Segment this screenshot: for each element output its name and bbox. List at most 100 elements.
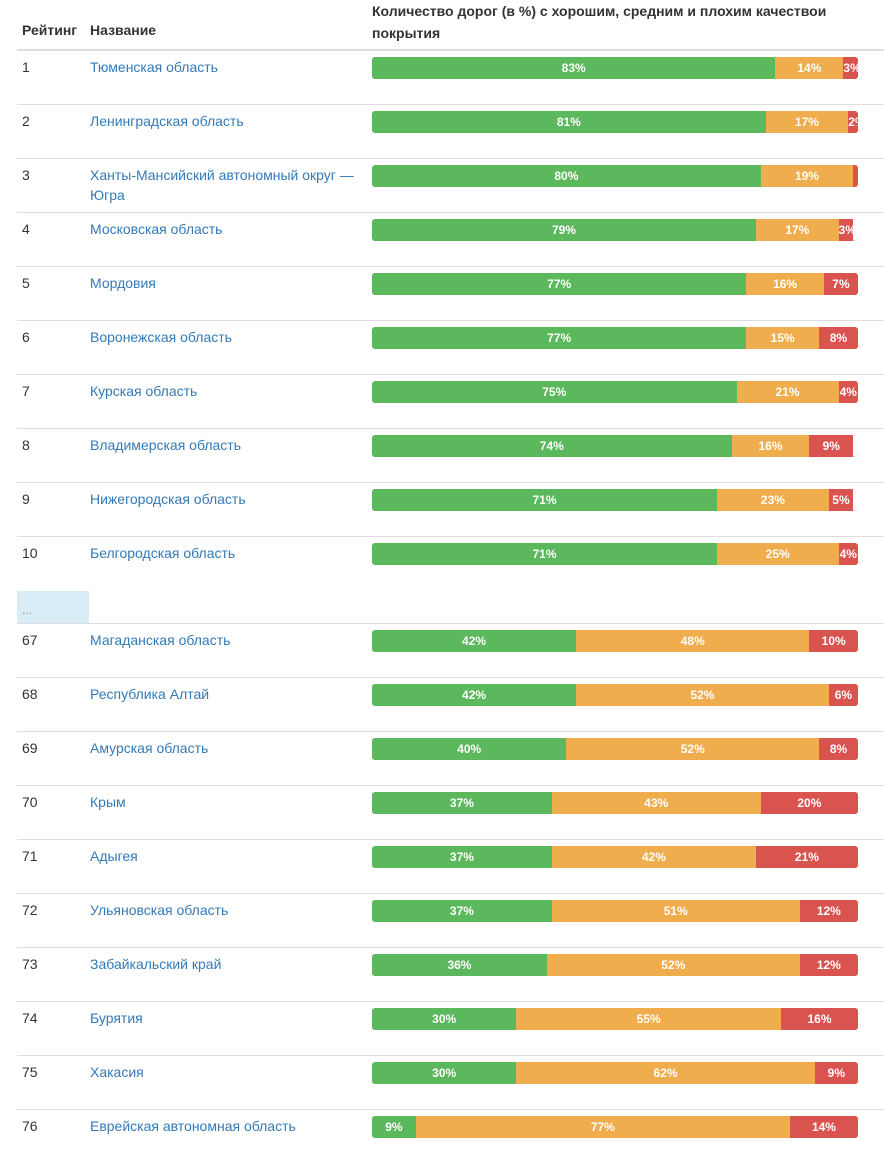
region-link[interactable]: Ленинградская область <box>90 112 244 129</box>
region-link[interactable]: Республика Алтай <box>90 686 210 702</box>
quality-bar: 37% 43% 20% <box>372 792 858 814</box>
table-row: 10 Белгородская область 71% 25% 4% <box>17 535 884 590</box>
name-cell: Курская область <box>85 373 367 428</box>
table-row: 71 Адыгея 37% 42% 21% <box>17 839 884 894</box>
bar-cell: 74% 16% 9% <box>367 427 884 482</box>
header-rank[interactable]: Рейтинг <box>17 0 85 51</box>
bar-segment-bad: 7% <box>823 272 858 295</box>
region-link[interactable]: Бурятия <box>90 1010 143 1026</box>
name-cell: Амурская область <box>85 731 367 786</box>
bar-segment-good: 77% <box>372 272 747 295</box>
bar-segment-bad: 14% <box>789 1116 858 1138</box>
region-link[interactable]: Еврейская автономная область <box>90 1118 296 1134</box>
region-link[interactable]: Владимерская область <box>90 436 242 453</box>
road-quality-table: Рейтинг Название Количество дорог (в %) … <box>17 0 884 1164</box>
name-cell: Забайкальский край <box>85 947 367 1002</box>
gap-row: ... <box>17 590 884 624</box>
region-link[interactable]: Нижегородская область <box>90 490 246 507</box>
bar-segment-good: 83% <box>372 57 776 79</box>
bar-segment-good: 37% <box>372 792 552 814</box>
region-link[interactable]: Амурская область <box>90 740 209 756</box>
bar-cell: 42% 48% 10% <box>367 623 884 678</box>
table-row: 1 Тюменская область 83%14%3% <box>17 49 884 104</box>
bar-cell: 9% 77% 14% <box>367 1109 884 1164</box>
table-row: 2 Ленинградская область 81%17%2% <box>17 103 884 158</box>
rank-cell: 1 <box>17 49 85 104</box>
quality-bar: 42% 52% 6% <box>372 684 858 706</box>
rank-cell: 2 <box>17 103 85 158</box>
bar-segment-bad: 2% <box>848 110 858 133</box>
quality-bar: 83%14%3% <box>372 57 858 79</box>
bar-segment-good: 75% <box>372 380 737 403</box>
bar-segment-medium: 19% <box>760 164 854 187</box>
bar-cell: 83%14%3% <box>367 49 884 104</box>
bar-segment-bad: 20% <box>760 792 858 814</box>
table-row: 67 Магаданская область 42% 48% 10% <box>17 623 884 678</box>
table-row: 8 Владимерская область 74% 16% 9% <box>17 427 884 482</box>
bar-cell: 75% 21% 4% <box>367 373 884 428</box>
name-cell: Нижегородская область <box>85 481 367 536</box>
region-link[interactable]: Московская область <box>90 220 223 237</box>
bar-segment-good: 80% <box>372 164 761 187</box>
bar-segment-good: 30% <box>372 1008 517 1030</box>
rank-cell: 8 <box>17 427 85 482</box>
name-cell: Еврейская автономная область <box>85 1109 367 1164</box>
bar-segment-medium: 17% <box>765 110 849 133</box>
bar-segment-bad: 12% <box>799 954 858 976</box>
name-cell: Московская область <box>85 211 367 266</box>
name-cell: Хакасия <box>85 1055 367 1110</box>
bar-segment-medium: 25% <box>717 542 839 565</box>
bar-cell: 37% 51% 12% <box>367 893 884 948</box>
bar-segment-good: 37% <box>372 846 552 868</box>
quality-bar: 30% 55% 16% <box>372 1008 858 1030</box>
region-link[interactable]: Белгородская область <box>90 544 236 561</box>
bar-cell: 77% 15% 8% <box>367 319 884 374</box>
quality-bar: 30% 62% 9% <box>372 1062 858 1084</box>
bar-segment-bad <box>853 164 858 187</box>
table-row: 73 Забайкальский край 36% 52% 12% <box>17 947 884 1002</box>
name-cell: Республика Алтай <box>85 677 367 732</box>
rank-cell: 70 <box>17 785 85 840</box>
bar-segment-good: 37% <box>372 900 552 922</box>
region-link[interactable]: Ханты-Мансийский автономный округ — Югра <box>90 166 354 203</box>
bar-segment-medium: 14% <box>775 57 844 79</box>
rank-cell: 4 <box>17 211 85 266</box>
bar-segment-good: 71% <box>372 488 718 511</box>
rank-cell: 73 <box>17 947 85 1002</box>
name-cell: Бурятия <box>85 1001 367 1056</box>
region-link[interactable]: Тюменская область <box>90 59 218 75</box>
table-row: 3 Ханты-Мансийский автономный округ — Юг… <box>17 157 884 212</box>
region-link[interactable]: Ульяновская область <box>90 902 229 918</box>
bar-segment-medium: 52% <box>546 954 800 976</box>
name-cell: Крым <box>85 785 367 840</box>
header-name[interactable]: Название <box>85 0 367 51</box>
bar-segment-bad: 8% <box>819 326 858 349</box>
table-row: 74 Бурятия 30% 55% 16% <box>17 1001 884 1056</box>
rank-cell: 76 <box>17 1109 85 1164</box>
bar-segment-bad: 3% <box>843 57 858 79</box>
region-link[interactable]: Магаданская область <box>90 632 231 648</box>
bar-cell: 30% 62% 9% <box>367 1055 884 1110</box>
region-link[interactable]: Адыгея <box>90 848 138 864</box>
name-cell: Ульяновская область <box>85 893 367 948</box>
rank-cell: 3 <box>17 157 85 212</box>
table-row: 75 Хакасия 30% 62% 9% <box>17 1055 884 1110</box>
quality-bar: 42% 48% 10% <box>372 630 858 652</box>
bar-cell: 71% 25% 4% <box>367 535 884 590</box>
region-link[interactable]: Крым <box>90 794 126 810</box>
quality-bar: 80% 19% <box>372 164 858 187</box>
bar-cell: 30% 55% 16% <box>367 1001 884 1056</box>
region-link[interactable]: Хакасия <box>90 1064 144 1080</box>
name-cell: Адыгея <box>85 839 367 894</box>
quality-bar: 77% 15% 8% <box>372 326 858 349</box>
bar-segment-medium: 15% <box>746 326 820 349</box>
bar-segment-good: 42% <box>372 630 577 652</box>
bar-segment-good: 74% <box>372 434 732 457</box>
region-link[interactable]: Забайкальский край <box>90 956 222 972</box>
region-link[interactable]: Воронежская область <box>90 328 232 345</box>
region-link[interactable]: Курская область <box>90 382 198 399</box>
region-link[interactable]: Мордовия <box>90 274 156 291</box>
table-row: 72 Ульяновская область 37% 51% 12% <box>17 893 884 948</box>
rank-cell: 74 <box>17 1001 85 1056</box>
bar-segment-good: 36% <box>372 954 547 976</box>
